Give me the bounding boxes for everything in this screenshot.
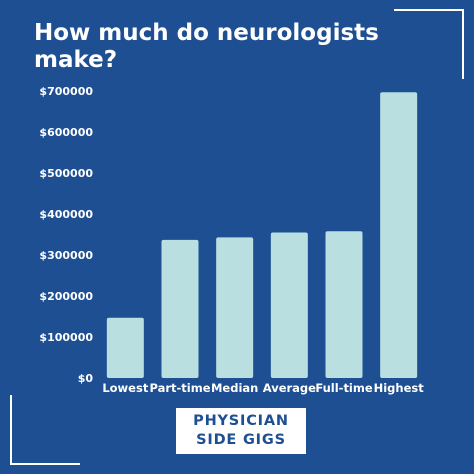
x-axis: Lowest Part-time Median Average Full-time Hig… — [102, 381, 424, 395]
y-tick-label: $200000 — [39, 290, 93, 303]
y-tick-label: $500000 — [39, 167, 93, 180]
frame-corner-top-right-horizontal — [394, 9, 464, 11]
y-tick-label: $100000 — [39, 331, 93, 344]
bar-full-time — [325, 231, 363, 378]
y-axis: $0 $100000 $200000 $300000 $400000 $500000 $60… — [39, 85, 93, 385]
x-tick-label: Average — [263, 381, 316, 395]
x-tick-label: Highest — [374, 381, 425, 395]
brand-logo: PHYSICIAN SIDE GIGS — [176, 408, 306, 454]
y-tick-label: $0 — [78, 372, 94, 385]
frame-corner-top-right-vertical — [462, 9, 464, 79]
x-tick-label: Median — [211, 381, 258, 395]
x-tick-label: Full-time — [315, 381, 373, 395]
y-tick-label: $400000 — [39, 208, 93, 221]
logo-line-1: PHYSICIAN — [193, 413, 289, 429]
bar-average — [270, 232, 308, 378]
x-tick-label: Part-time — [149, 381, 210, 395]
bar-highest — [380, 92, 418, 378]
y-tick-label: $700000 — [39, 85, 93, 98]
bar-median — [216, 237, 254, 378]
bar-part-time — [161, 239, 199, 378]
x-tick-label: Lowest — [102, 381, 148, 395]
y-tick-label: $600000 — [39, 126, 93, 139]
chart-title: How much do neurologists make? — [34, 20, 379, 73]
bars — [106, 92, 418, 378]
bar-lowest — [106, 317, 144, 378]
frame-corner-bottom-left-horizontal — [10, 463, 80, 465]
y-tick-label: $300000 — [39, 249, 93, 262]
frame-corner-bottom-left-vertical — [10, 395, 12, 465]
logo-line-2: SIDE GIGS — [196, 432, 286, 448]
